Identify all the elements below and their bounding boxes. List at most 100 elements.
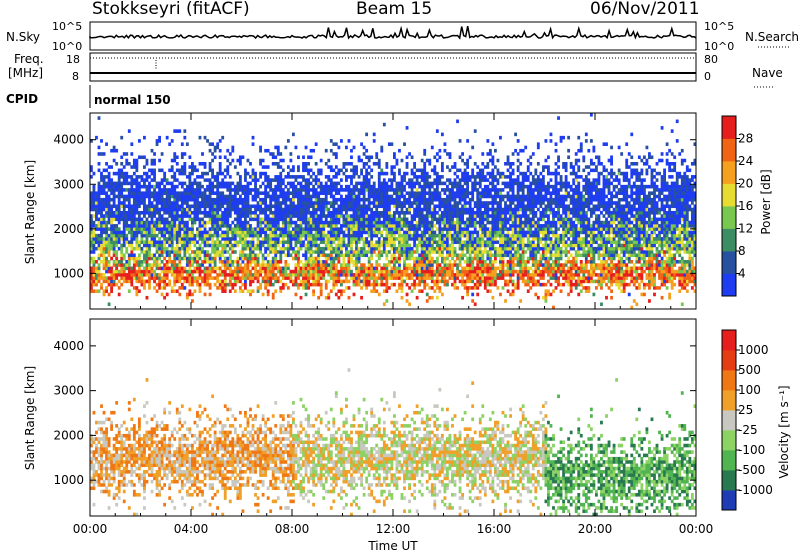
power-cell [294, 175, 298, 179]
power-cell [319, 260, 323, 264]
power-cell [95, 191, 98, 195]
power-cell [342, 273, 346, 277]
power-cell [299, 211, 303, 215]
power-cell [163, 204, 167, 209]
power-cell [170, 237, 174, 241]
power-cell [107, 269, 111, 274]
power-cell [112, 188, 116, 192]
power-cell [307, 220, 310, 225]
power-cell [398, 237, 401, 241]
power-cell [476, 276, 480, 280]
power-cell [395, 211, 399, 215]
power-cell [173, 224, 177, 228]
power-cell [463, 286, 467, 290]
power-cell [297, 237, 300, 241]
power-cell [362, 266, 366, 271]
power-cell [246, 158, 250, 163]
power-cell [289, 233, 293, 238]
power-cell [188, 237, 192, 241]
power-cell [486, 237, 490, 241]
power-cell [365, 207, 369, 212]
power-cell [201, 279, 204, 284]
power-cell [112, 148, 116, 153]
power-cell [107, 250, 111, 254]
power-cell [198, 207, 202, 212]
power-cell [390, 227, 394, 231]
power-cell [158, 279, 161, 284]
power-cell [435, 184, 439, 189]
power-cell [251, 233, 255, 238]
power-cell [478, 269, 482, 274]
power-cell [322, 214, 326, 218]
power-cell [155, 201, 159, 205]
power-cell [428, 263, 432, 267]
power-cell [304, 181, 308, 186]
power-cell [259, 217, 262, 222]
power-cell [183, 250, 187, 254]
power-cell [158, 266, 161, 271]
power-cell [264, 256, 268, 261]
power-cell [433, 188, 437, 192]
power-cell [163, 211, 167, 215]
power-cell [297, 256, 300, 261]
power-cell [451, 211, 454, 215]
power-cell [269, 279, 273, 284]
power-cell [150, 214, 154, 218]
power-cell [317, 224, 321, 228]
power-cell [107, 171, 111, 176]
power-cell [387, 260, 391, 264]
power-cell [238, 240, 242, 244]
power-cell [435, 240, 439, 244]
power-cell [127, 289, 131, 293]
power-cell [478, 279, 482, 284]
power-cell [380, 171, 384, 176]
power-cell [211, 233, 215, 238]
power-cell [423, 171, 427, 176]
power-cell [408, 246, 411, 251]
power-cell [468, 253, 472, 258]
power-cell [350, 227, 353, 231]
power-cell [385, 289, 389, 293]
power-cell [117, 246, 121, 251]
power-cell [284, 269, 288, 274]
power-cell [430, 227, 434, 231]
power-cell [178, 197, 182, 202]
power-cell [203, 135, 207, 140]
power-cell [483, 165, 487, 169]
power-cell [380, 191, 384, 195]
power-cell [302, 240, 305, 244]
power-cell [355, 188, 358, 192]
power-cell [360, 207, 363, 212]
power-cell [92, 282, 96, 287]
power-cell [254, 273, 257, 277]
power-cell [468, 230, 472, 235]
power-cell [410, 201, 414, 205]
power-cell [304, 224, 308, 228]
power-cell [420, 184, 424, 189]
power-cell [97, 197, 101, 202]
power-cell [196, 201, 199, 205]
power-cell [286, 230, 290, 235]
power-cell [97, 233, 101, 238]
power-cell [448, 227, 452, 231]
power-cell [342, 171, 346, 176]
power-cell [413, 237, 417, 241]
power-cell [213, 243, 217, 248]
power-cell [395, 204, 399, 209]
power-cell [203, 266, 207, 271]
power-cell [312, 207, 316, 212]
power-cell [226, 256, 230, 261]
power-cell [473, 240, 477, 244]
power-cell [120, 230, 124, 235]
power-cell [183, 246, 187, 251]
power-cell [435, 279, 439, 284]
power-cell [491, 214, 495, 218]
power-cell [456, 269, 459, 274]
power-cell [135, 289, 139, 293]
power-cell [148, 175, 151, 179]
power-cell [367, 184, 371, 189]
power-cell [206, 253, 209, 258]
power-cell [446, 246, 449, 251]
power-cell [185, 237, 189, 241]
power-cell [385, 191, 389, 195]
